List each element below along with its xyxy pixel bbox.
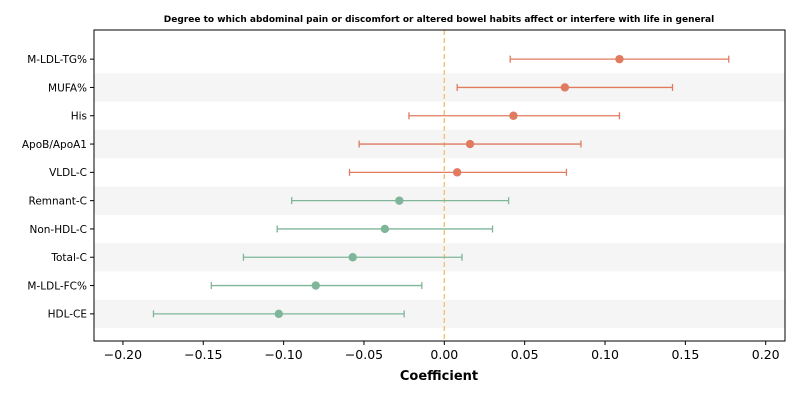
- estimate-non-hdl-c: [276, 224, 494, 234]
- x-tick-label: 0.05: [511, 347, 539, 362]
- x-tick-label: −0.20: [104, 347, 142, 362]
- estimate-point: [274, 309, 284, 319]
- estimate-m-ldl-tg-: [509, 54, 730, 64]
- x-tick-label: 0.10: [591, 347, 619, 362]
- x-tick-label: 0.15: [671, 347, 699, 362]
- estimate-point: [509, 111, 518, 120]
- y-axis: M-LDL-TG% MUFA% His ApoB/ApoA1 VLDL-C Remnant…: [22, 54, 94, 321]
- x-axis: −0.20 −0.15 −0.10 −0.05 0.00 0.05 0.10 0.15 0.20: [104, 341, 780, 362]
- estimate-hdl-ce: [152, 309, 405, 319]
- data-marks: [152, 54, 730, 319]
- estimate-mufa-: [456, 83, 674, 92]
- y-tick-label: HDL-CE: [48, 309, 87, 321]
- y-tick-label: VLDL-C: [49, 167, 87, 179]
- x-tick-label: 0.00: [430, 347, 458, 362]
- chart-title: Degree to which abdominal pain or discom…: [164, 15, 714, 25]
- estimate-point: [560, 83, 570, 92]
- estimate-point: [311, 281, 320, 290]
- estimate-point: [452, 168, 462, 177]
- plot-frame: [93, 29, 786, 342]
- row-band: [94, 73, 785, 102]
- y-tick-label: Remnant-C: [29, 195, 88, 207]
- estimate-total-c: [242, 253, 463, 262]
- y-tick-label: Total-C: [50, 252, 87, 264]
- estimate-point: [615, 54, 624, 64]
- estimate-point: [395, 196, 404, 205]
- estimate-remnant-c: [291, 196, 510, 205]
- y-tick-label: His: [71, 111, 87, 123]
- x-tick-label: 0.20: [752, 347, 780, 362]
- y-tick-label: MUFA%: [48, 82, 87, 94]
- estimate-m-ldl-fc-: [210, 281, 423, 290]
- y-tick-label: M-LDL-TG%: [27, 54, 87, 66]
- estimate-point: [380, 224, 390, 234]
- y-tick-label: Non-HDL-C: [30, 224, 88, 236]
- estimate-point: [348, 253, 357, 262]
- estimate-apob-apoa1: [358, 139, 582, 149]
- x-tick-label: −0.05: [345, 347, 383, 362]
- estimate-point: [465, 139, 475, 149]
- x-axis-label: Coefficient: [400, 369, 478, 384]
- estimate-vldl-c: [348, 168, 568, 177]
- y-tick-label: ApoB/ApoA1: [22, 139, 87, 151]
- x-tick-label: −0.15: [184, 347, 222, 362]
- x-tick-label: −0.10: [264, 347, 302, 362]
- estimate-his: [408, 111, 621, 120]
- y-tick-label: M-LDL-FC%: [27, 280, 87, 292]
